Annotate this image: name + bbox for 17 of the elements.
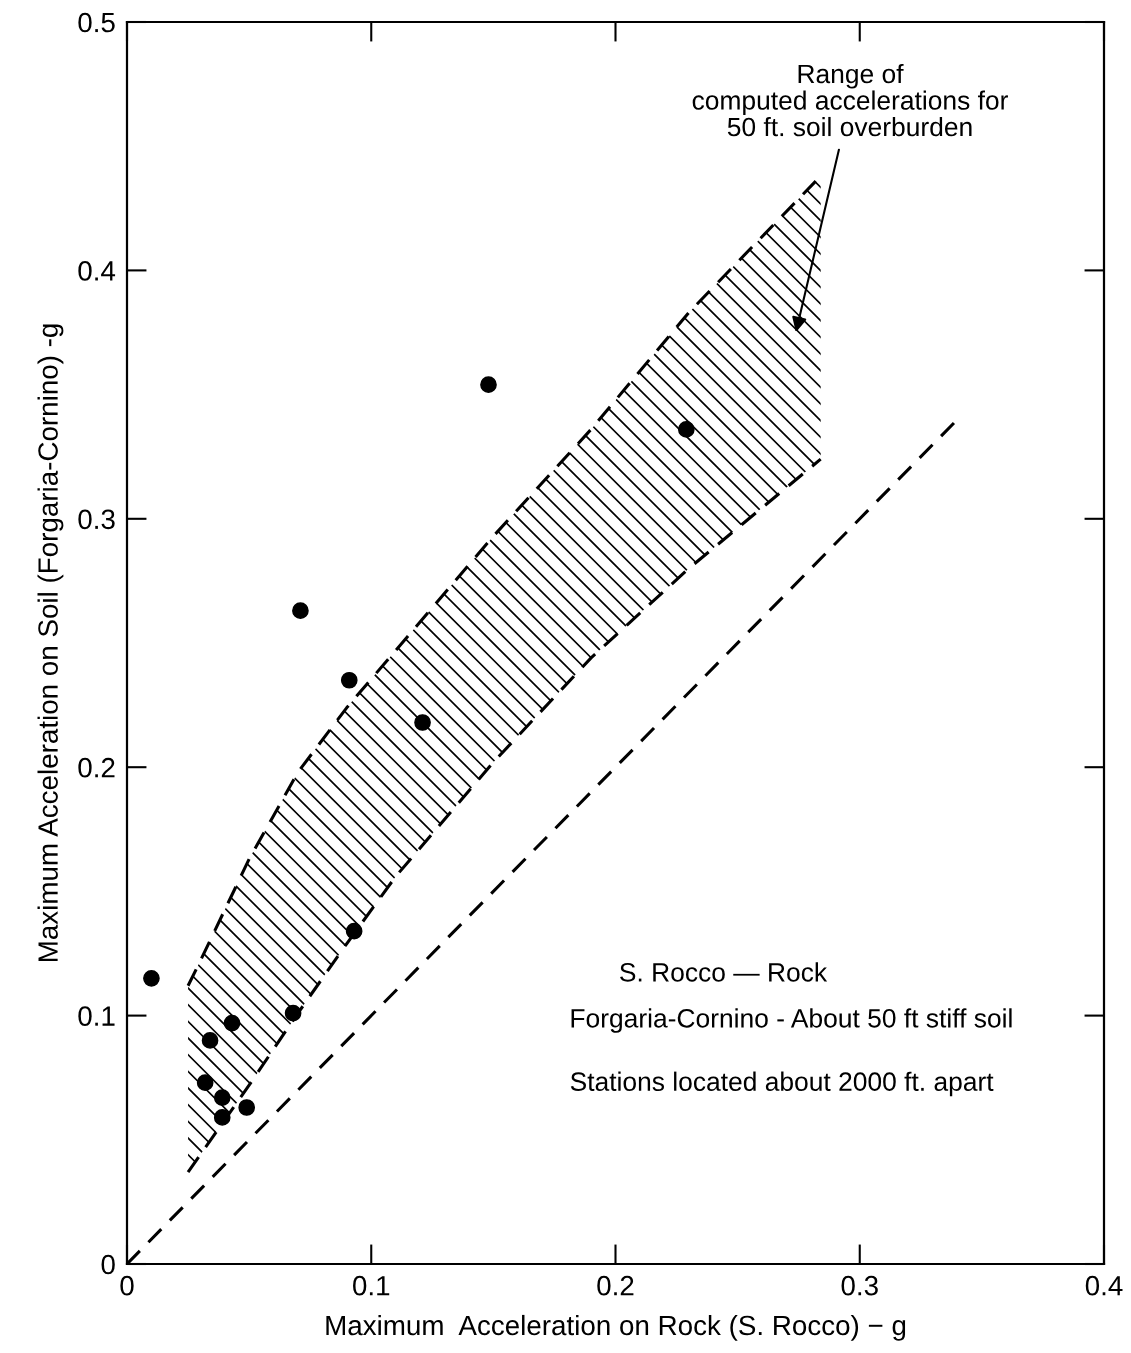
x-tick-label: 0.3 (841, 1275, 878, 1296)
y-tick-label: 0.4 (78, 261, 116, 281)
x-tick-label: 0 (120, 1275, 134, 1296)
y-tick-label: 0.1 (78, 1006, 115, 1026)
annotation: S. Rocco — Rock (620, 962, 828, 982)
annotation: Range of computed accelerations for 50 ft. soil overburden (692, 63, 1008, 137)
x-axis-title: Maximum Acceleration on Rock (S. Rocco) − g (326, 1314, 906, 1341)
x-tick-label: 0.4 (1085, 1275, 1123, 1296)
y-tick-label: 0.2 (78, 757, 115, 778)
y-axis-title: Maximum Acceleration on Soil (Forgaria-Cornino) -g (37, 324, 64, 962)
x-tick-label: 0.2 (597, 1275, 634, 1296)
annotation: Stations located about 2000 ft. apart (570, 1071, 994, 1097)
x-tick-label: 0.1 (353, 1275, 390, 1296)
y-tick-label: 0.3 (78, 509, 115, 530)
annotation: Forgaria-Cornino - About 50 ft stiff soil (571, 1008, 1012, 1033)
y-tick-label: 0.5 (78, 12, 115, 33)
y-tick-label: 0 (101, 1254, 115, 1275)
